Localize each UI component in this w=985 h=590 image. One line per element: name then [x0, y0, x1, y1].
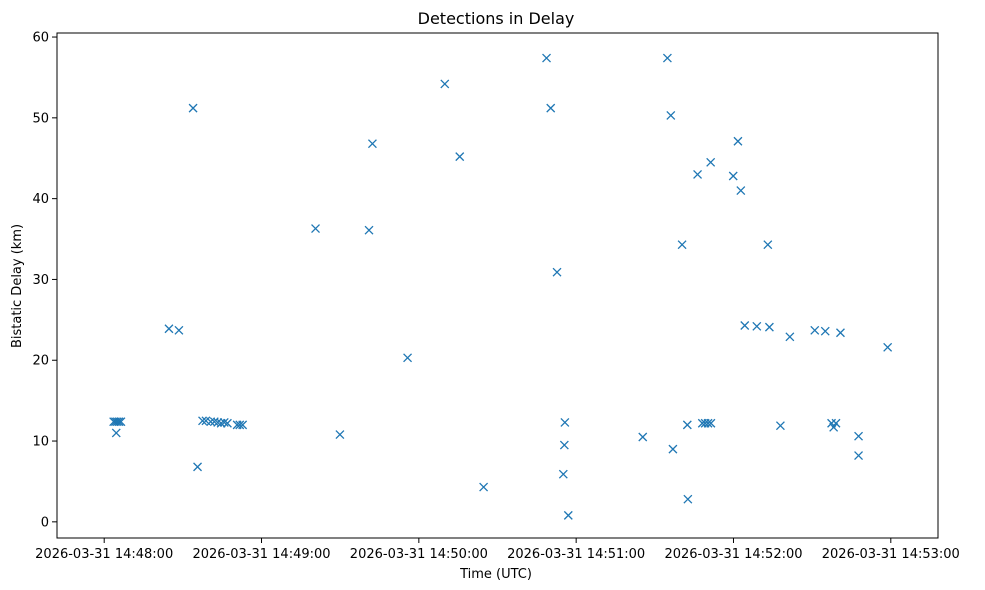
detection-point [440, 79, 450, 89]
detection-point [559, 440, 569, 450]
detection-point [216, 418, 226, 428]
detection-point [238, 420, 248, 430]
detection-point [403, 353, 413, 363]
x-tick-label: 2026-03-31 14:53:00 [822, 547, 960, 562]
chart-title: Detections in Delay [418, 9, 575, 28]
detection-point [836, 328, 845, 338]
detection-point [831, 418, 841, 428]
detection-point [763, 240, 773, 250]
detection-point [820, 326, 830, 336]
y-tick-label: 0 [41, 515, 49, 530]
detection-point [112, 417, 122, 427]
detection-point [736, 186, 746, 196]
y-tick-label: 40 [32, 192, 49, 207]
detection-point [479, 482, 489, 492]
detection-point [209, 417, 219, 427]
x-axis-ticks: 2026-03-31 14:48:00 2026-03-31 14:49:00 20… [35, 538, 960, 562]
data-points [109, 53, 893, 520]
detection-point [810, 325, 820, 335]
detection-point [703, 418, 713, 428]
detection-point [728, 171, 738, 181]
detection-point [311, 224, 320, 233]
detection-point [668, 444, 678, 454]
detection-point [552, 267, 562, 277]
detection-point [364, 225, 374, 235]
detection-point [733, 136, 743, 146]
y-tick-label: 60 [32, 31, 49, 46]
detection-point [785, 332, 795, 342]
detection-point [116, 417, 126, 427]
y-axis-label: Bistatic Delay (km) [10, 224, 25, 348]
y-axis-ticks: 0 10 20 30 40 50 60 [32, 31, 57, 530]
x-tick-label: 2026-03-31 14:51:00 [507, 547, 645, 562]
detection-point [219, 417, 229, 427]
detection-point [677, 240, 687, 250]
detection-point [222, 418, 232, 428]
detection-point [206, 417, 216, 427]
detection-point [775, 421, 785, 431]
x-tick-label: 2026-03-31 14:50:00 [350, 547, 488, 562]
detection-point [198, 416, 207, 426]
detection-point [235, 420, 245, 430]
detection-point [335, 430, 345, 440]
y-tick-label: 10 [32, 435, 49, 450]
detection-point [174, 325, 184, 335]
detection-point [114, 417, 124, 427]
detection-point [111, 428, 121, 438]
detection-point [662, 53, 672, 63]
y-tick-label: 50 [32, 111, 49, 126]
detection-point [193, 462, 202, 472]
x-tick-label: 2026-03-31 14:52:00 [664, 547, 802, 562]
x-tick-label: 2026-03-31 14:48:00 [35, 547, 173, 562]
detection-point [563, 510, 573, 520]
detection-point [854, 431, 864, 441]
detection-point [367, 139, 377, 149]
x-axis-label: Time (UTC) [459, 567, 532, 582]
detection-point [164, 324, 174, 334]
detection-point [638, 432, 648, 442]
detection-point [764, 322, 774, 332]
detection-point [683, 494, 693, 504]
plot-frame [56, 32, 939, 539]
detection-point [693, 169, 703, 179]
detection-point [752, 321, 762, 331]
detection-point [682, 420, 692, 430]
detection-point [854, 451, 864, 461]
detection-point [740, 321, 750, 330]
detection-point [455, 152, 465, 162]
detection-point [706, 418, 716, 428]
detection-point [542, 53, 551, 63]
detection-point [883, 342, 893, 352]
y-tick-label: 20 [32, 354, 49, 369]
x-tick-label: 2026-03-31 14:49:00 [192, 547, 330, 562]
detection-point [213, 417, 223, 427]
detection-point [666, 110, 676, 120]
y-tick-label: 30 [32, 273, 49, 288]
detection-point [829, 422, 839, 432]
detection-point [188, 103, 198, 113]
detection-point [706, 157, 716, 167]
detection-point [560, 417, 570, 427]
detection-point [546, 103, 556, 113]
detection-point [558, 469, 568, 479]
